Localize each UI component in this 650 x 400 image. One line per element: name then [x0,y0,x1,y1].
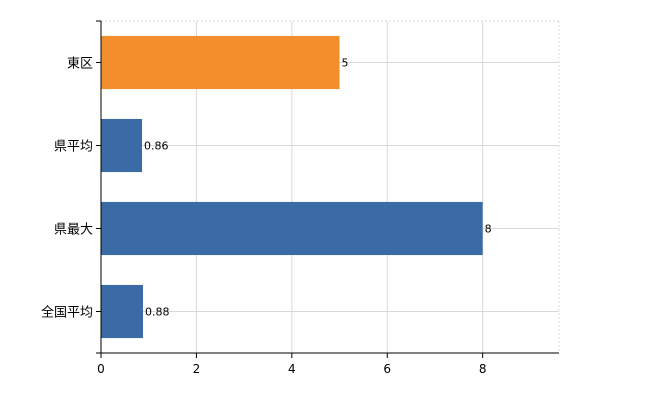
category-label: 県平均 [54,140,93,155]
data-label: 5 [342,57,349,70]
data-label: 8 [485,223,492,236]
x-tick-label: 2 [193,362,201,376]
x-tick-label: 4 [288,362,296,376]
bar [101,284,143,339]
bar [101,118,143,173]
data-label: 0.86 [144,140,169,153]
x-tick-label: 8 [479,362,487,376]
x-tick-label: 6 [383,362,391,376]
data-label: 0.88 [145,306,170,319]
category-label: 東区 [67,56,93,72]
bars [101,35,483,339]
bar [101,35,340,90]
category-label: 全国平均 [41,305,93,321]
bar [101,201,483,256]
x-tick-label: 0 [97,362,105,376]
category-label: 県最大 [54,223,93,238]
axes [96,20,559,358]
